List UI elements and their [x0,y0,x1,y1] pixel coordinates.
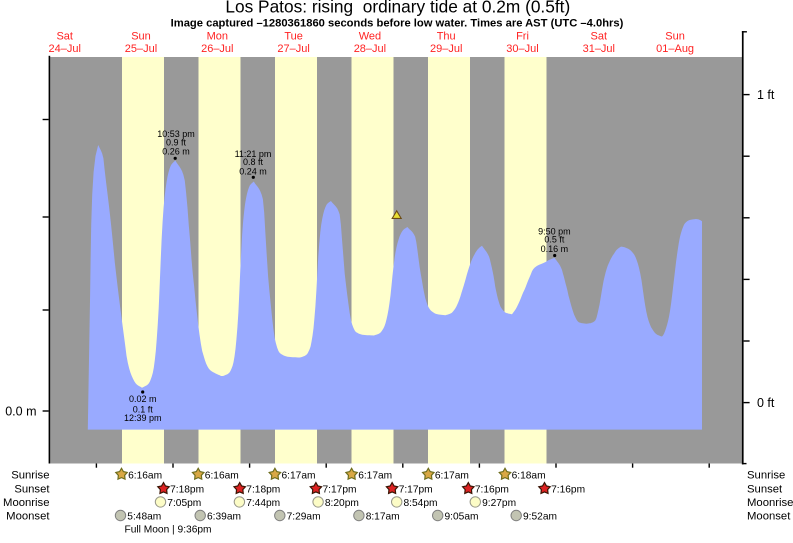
svg-text:Thu: Thu [437,30,456,42]
svg-text:0.16 m: 0.16 m [541,244,569,254]
svg-text:Sun: Sun [131,30,151,42]
svg-text:12:39 pm: 12:39 pm [124,413,162,423]
svg-text:6:18am: 6:18am [512,470,546,481]
svg-text:7:44pm: 7:44pm [246,498,280,509]
svg-text:29–Jul: 29–Jul [430,43,462,55]
svg-text:Moonrise: Moonrise [747,497,793,509]
svg-text:6:39am: 6:39am [207,512,241,523]
svg-text:Image captured –1280361860 sec: Image captured –1280361860 seconds befor… [171,18,624,30]
svg-text:Sun: Sun [665,30,685,42]
svg-text:8:17am: 8:17am [366,512,400,523]
svg-text:27–Jul: 27–Jul [277,43,309,55]
svg-text:7:18pm: 7:18pm [170,485,204,496]
svg-text:Los Patos: rising ordinary ti: Los Patos: rising ordinary tide at 0.2m … [225,0,570,17]
svg-text:8:20pm: 8:20pm [325,498,359,509]
svg-text:26–Jul: 26–Jul [201,43,233,55]
svg-text:6:16am: 6:16am [128,470,162,481]
svg-text:0.5 ft: 0.5 ft [544,234,565,244]
svg-text:9:52am: 9:52am [523,512,557,523]
svg-text:7:05pm: 7:05pm [167,498,201,509]
svg-text:01–Aug: 01–Aug [656,43,694,55]
svg-text:0.9 ft: 0.9 ft [166,137,187,147]
svg-text:25–Jul: 25–Jul [125,43,157,55]
svg-text:Moonset: Moonset [747,511,791,523]
svg-text:Mon: Mon [207,30,228,42]
svg-text:24–Jul: 24–Jul [48,43,80,55]
svg-text:7:16pm: 7:16pm [551,485,585,496]
svg-text:Sunrise: Sunrise [747,469,785,481]
svg-text:6:17am: 6:17am [435,470,469,481]
svg-text:1 ft: 1 ft [757,88,775,102]
svg-text:6:16am: 6:16am [205,470,239,481]
svg-text:7:29am: 7:29am [287,512,321,523]
svg-text:Sunset: Sunset [747,484,783,496]
svg-text:11:21 pm: 11:21 pm [235,149,272,159]
svg-text:Wed: Wed [359,30,381,42]
svg-text:0.1 ft: 0.1 ft [133,405,154,415]
svg-text:Tue: Tue [284,30,303,42]
svg-text:7:17pm: 7:17pm [323,485,357,496]
svg-text:Sat: Sat [591,30,608,42]
svg-text:7:18pm: 7:18pm [246,485,280,496]
svg-text:Full Moon | 9:36pm: Full Moon | 9:36pm [125,525,212,536]
svg-text:0.0 m: 0.0 m [5,405,36,419]
svg-text:0.8 ft: 0.8 ft [243,157,264,167]
svg-text:9:27pm: 9:27pm [482,498,516,509]
svg-text:0.24 m: 0.24 m [239,167,267,177]
svg-text:7:17pm: 7:17pm [399,485,433,496]
svg-text:0 ft: 0 ft [757,396,775,410]
svg-text:30–Jul: 30–Jul [506,43,538,55]
svg-text:9:05am: 9:05am [445,512,479,523]
svg-text:31–Jul: 31–Jul [583,43,615,55]
svg-text:6:17am: 6:17am [358,470,392,481]
svg-text:Moonrise: Moonrise [3,497,49,509]
svg-text:10:53 pm: 10:53 pm [157,129,195,139]
svg-text:0.26 m: 0.26 m [162,147,190,157]
svg-text:Sunrise: Sunrise [11,469,49,481]
svg-text:8:54pm: 8:54pm [404,498,438,509]
svg-text:5:48am: 5:48am [127,512,161,523]
svg-text:Moonset: Moonset [6,511,50,523]
svg-text:Sunset: Sunset [14,484,50,496]
svg-text:6:17am: 6:17am [282,470,316,481]
svg-text:28–Jul: 28–Jul [354,43,386,55]
svg-text:9:50 pm: 9:50 pm [538,226,571,236]
svg-text:0.02 m: 0.02 m [129,394,157,404]
svg-text:Fri: Fri [516,30,529,42]
svg-text:7:16pm: 7:16pm [475,485,509,496]
svg-text:Sat: Sat [56,30,73,42]
